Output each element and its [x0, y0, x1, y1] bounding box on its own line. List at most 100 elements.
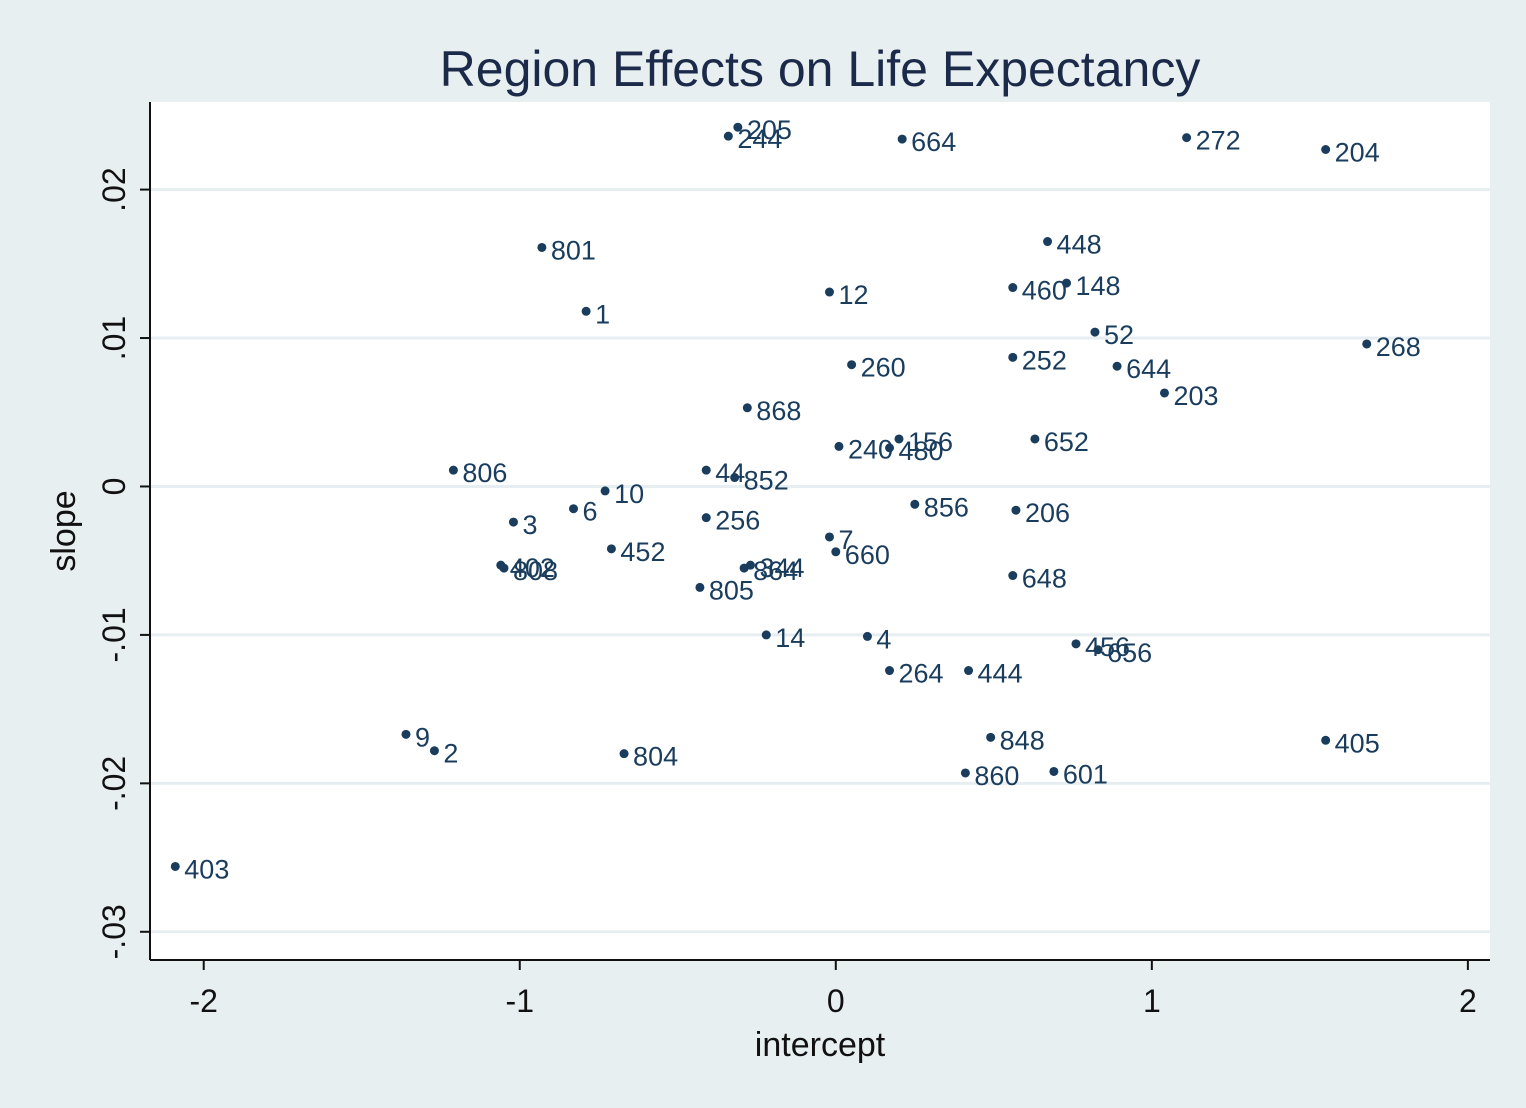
point-label: 644 — [1126, 354, 1171, 384]
point-marker — [606, 544, 616, 554]
scatter-point: 648 — [1008, 564, 1067, 594]
point-label: 14 — [775, 623, 805, 653]
point-label: 648 — [1022, 564, 1067, 594]
point-marker — [429, 746, 439, 756]
point-marker — [1362, 339, 1372, 349]
scatter-point: 344 — [745, 553, 805, 583]
point-marker — [701, 465, 711, 475]
scatter-point: 9 — [401, 722, 430, 752]
point-label: 856 — [924, 492, 969, 522]
scatter-point: 804 — [619, 742, 678, 772]
point-label: 452 — [620, 537, 665, 567]
point-marker — [730, 473, 740, 483]
point-marker — [742, 403, 752, 413]
y-tick-label: .01 — [96, 316, 132, 360]
point-label: 656 — [1107, 638, 1152, 668]
scatter-point: 1 — [581, 299, 610, 329]
point-label: 660 — [845, 540, 890, 570]
scatter-point: 252 — [1008, 345, 1067, 375]
scatter-point: 452 — [606, 537, 665, 567]
scatter-point: 256 — [701, 506, 760, 536]
point-marker — [761, 630, 771, 640]
scatter-point: 448 — [1043, 230, 1102, 260]
scatter-point: 456 — [1071, 632, 1130, 662]
point-label: 4 — [876, 624, 891, 654]
point-marker — [695, 582, 705, 592]
point-marker — [701, 513, 711, 523]
point-label: 652 — [1044, 427, 1089, 457]
point-marker — [1008, 352, 1018, 362]
x-tick-label: 2 — [1459, 983, 1477, 1019]
point-label: 44 — [715, 458, 745, 488]
point-marker — [1321, 145, 1331, 155]
point-marker — [448, 465, 458, 475]
scatter-point: 204 — [1321, 138, 1380, 168]
point-label: 204 — [1335, 138, 1380, 168]
point-marker — [499, 563, 509, 573]
scatter-point: 806 — [448, 458, 507, 488]
point-marker — [1321, 735, 1331, 745]
point-label: 244 — [737, 124, 782, 154]
point-label: 868 — [756, 396, 801, 426]
scatter-point: 652 — [1030, 427, 1089, 457]
scatter-point: 148 — [1062, 271, 1121, 301]
point-marker — [885, 666, 895, 676]
point-marker — [739, 563, 749, 573]
scatter-point: 272 — [1182, 126, 1241, 156]
point-label: 403 — [184, 854, 229, 884]
scatter-point: 264 — [885, 659, 944, 689]
point-marker — [910, 499, 920, 509]
point-marker — [1112, 361, 1122, 371]
point-marker — [847, 360, 857, 370]
point-label: 405 — [1335, 728, 1380, 758]
point-marker — [170, 861, 180, 871]
point-marker — [964, 666, 974, 676]
point-marker — [1049, 766, 1059, 776]
scatter-point: 852 — [730, 466, 789, 496]
gridlines — [150, 188, 1490, 934]
scatter-point: 10 — [600, 479, 644, 509]
scatter-point: 805 — [695, 575, 754, 605]
point-label: 848 — [1000, 725, 1045, 755]
point-label: 252 — [1022, 345, 1067, 375]
scatter-point: 6 — [568, 497, 598, 527]
scatter-point: 3 — [508, 510, 537, 540]
y-tick-label: -.03 — [96, 904, 132, 959]
point-marker — [1011, 505, 1021, 515]
point-label: 808 — [513, 556, 558, 586]
point-label: 52 — [1104, 320, 1134, 350]
point-label: 203 — [1173, 381, 1218, 411]
scatter-point: 864 — [739, 556, 798, 586]
scatter-point: 868 — [742, 396, 801, 426]
scatter-point: 444 — [964, 659, 1023, 689]
point-marker — [986, 732, 996, 742]
point-marker — [723, 131, 733, 141]
scatter-point: 268 — [1362, 332, 1421, 362]
y-axis-title: slope — [45, 490, 83, 571]
point-label: 1 — [595, 299, 610, 329]
y-tick-label: .02 — [96, 167, 132, 211]
point-label: 7 — [838, 525, 853, 555]
y-tick-label: 0 — [96, 478, 132, 496]
scatter-point: 848 — [986, 725, 1045, 755]
point-label: 864 — [753, 556, 798, 586]
point-label: 344 — [759, 553, 804, 583]
scatter-point: 808 — [499, 556, 558, 586]
point-marker — [1182, 133, 1192, 143]
scatter-point: 4 — [862, 624, 891, 654]
point-label: 444 — [978, 659, 1023, 689]
x-axis-title: intercept — [755, 1026, 886, 1064]
point-marker — [568, 504, 578, 514]
scatter-point: 644 — [1112, 354, 1171, 384]
point-label: 205 — [747, 115, 792, 145]
scatter-point: 480 — [885, 436, 944, 466]
scatter-point: 244 — [723, 124, 782, 154]
point-label: 402 — [510, 553, 555, 583]
x-tick-label: 1 — [1143, 983, 1161, 1019]
point-marker — [581, 306, 591, 316]
point-marker — [1093, 645, 1103, 655]
point-label: 460 — [1022, 276, 1067, 306]
scatter-point: 405 — [1321, 728, 1380, 758]
point-marker — [508, 517, 518, 527]
